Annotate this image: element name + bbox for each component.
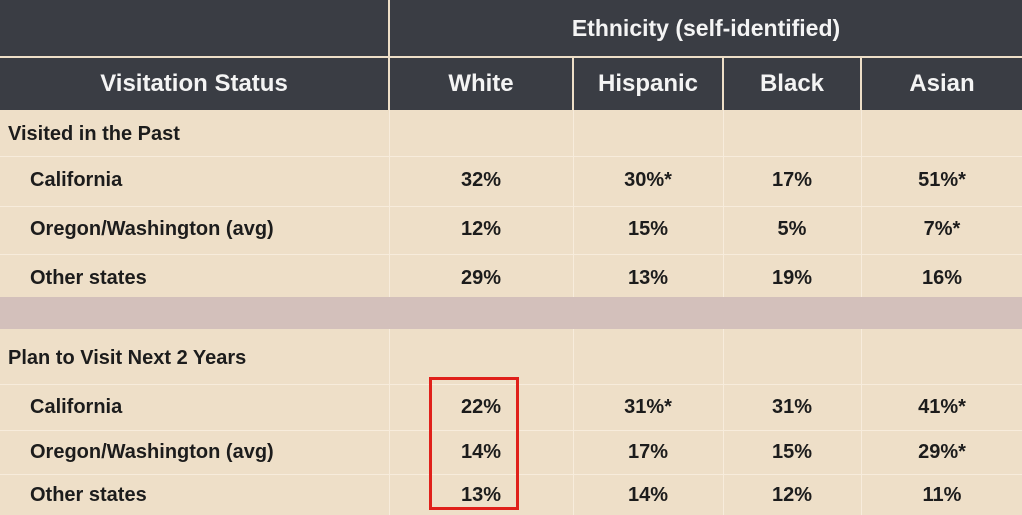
cell-value: 13% (627, 266, 669, 289)
cell-value: 12% (460, 217, 502, 240)
cell-value: 12% (771, 483, 813, 506)
cell-value: 5% (777, 217, 807, 240)
cell-value: 19% (771, 266, 813, 289)
row-divider (0, 206, 1022, 207)
cell-value: 7%* (923, 217, 961, 240)
cell-value: 17% (771, 168, 813, 191)
row-divider (0, 474, 1022, 475)
cell-value: 15% (771, 440, 813, 463)
row-label: California (30, 395, 123, 418)
row-divider (0, 384, 1022, 385)
cell-value: 14% (460, 440, 502, 463)
row-divider (0, 430, 1022, 431)
cell-value: 22% (460, 395, 502, 418)
section-title-plan: Plan to Visit Next 2 Years (8, 347, 247, 369)
row-label: Oregon/Washington (avg) (30, 217, 274, 240)
cell-value: 29% (460, 266, 502, 289)
highlight-box (429, 377, 519, 510)
visitation-status-header: Visitation Status (0, 58, 388, 110)
column-header-hispanic: Hispanic (574, 58, 722, 110)
row-label: Oregon/Washington (avg) (30, 440, 274, 463)
cell-value: 29%* (918, 440, 966, 463)
row-label: California (30, 168, 123, 191)
cell-value: 13% (460, 483, 502, 506)
cell-value: 32% (460, 168, 502, 191)
cell-value: 31%* (624, 395, 672, 418)
row-divider (0, 156, 1022, 157)
ethnicity-group-header: Ethnicity (self-identified) (390, 0, 1022, 56)
cell-value: 14% (627, 483, 669, 506)
cell-value: 11% (922, 483, 962, 506)
cell-value: 15% (627, 217, 669, 240)
column-header-black: Black (724, 58, 860, 110)
column-header-asian: Asian (862, 58, 1022, 110)
cell-value: 31% (771, 395, 813, 418)
section-title-visited: Visited in the Past (8, 123, 180, 145)
section-separator (0, 297, 1022, 329)
cell-value: 30%* (624, 168, 672, 191)
column-header-white: White (390, 58, 572, 110)
cell-value: 17% (627, 440, 669, 463)
row-divider (0, 254, 1022, 255)
row-label: Other states (30, 483, 147, 506)
row-label: Other states (30, 266, 147, 289)
header-blank-cell (0, 0, 388, 56)
cell-value: 41%* (918, 395, 966, 418)
cell-value: 16% (921, 266, 963, 289)
cell-value: 51%* (918, 168, 966, 191)
